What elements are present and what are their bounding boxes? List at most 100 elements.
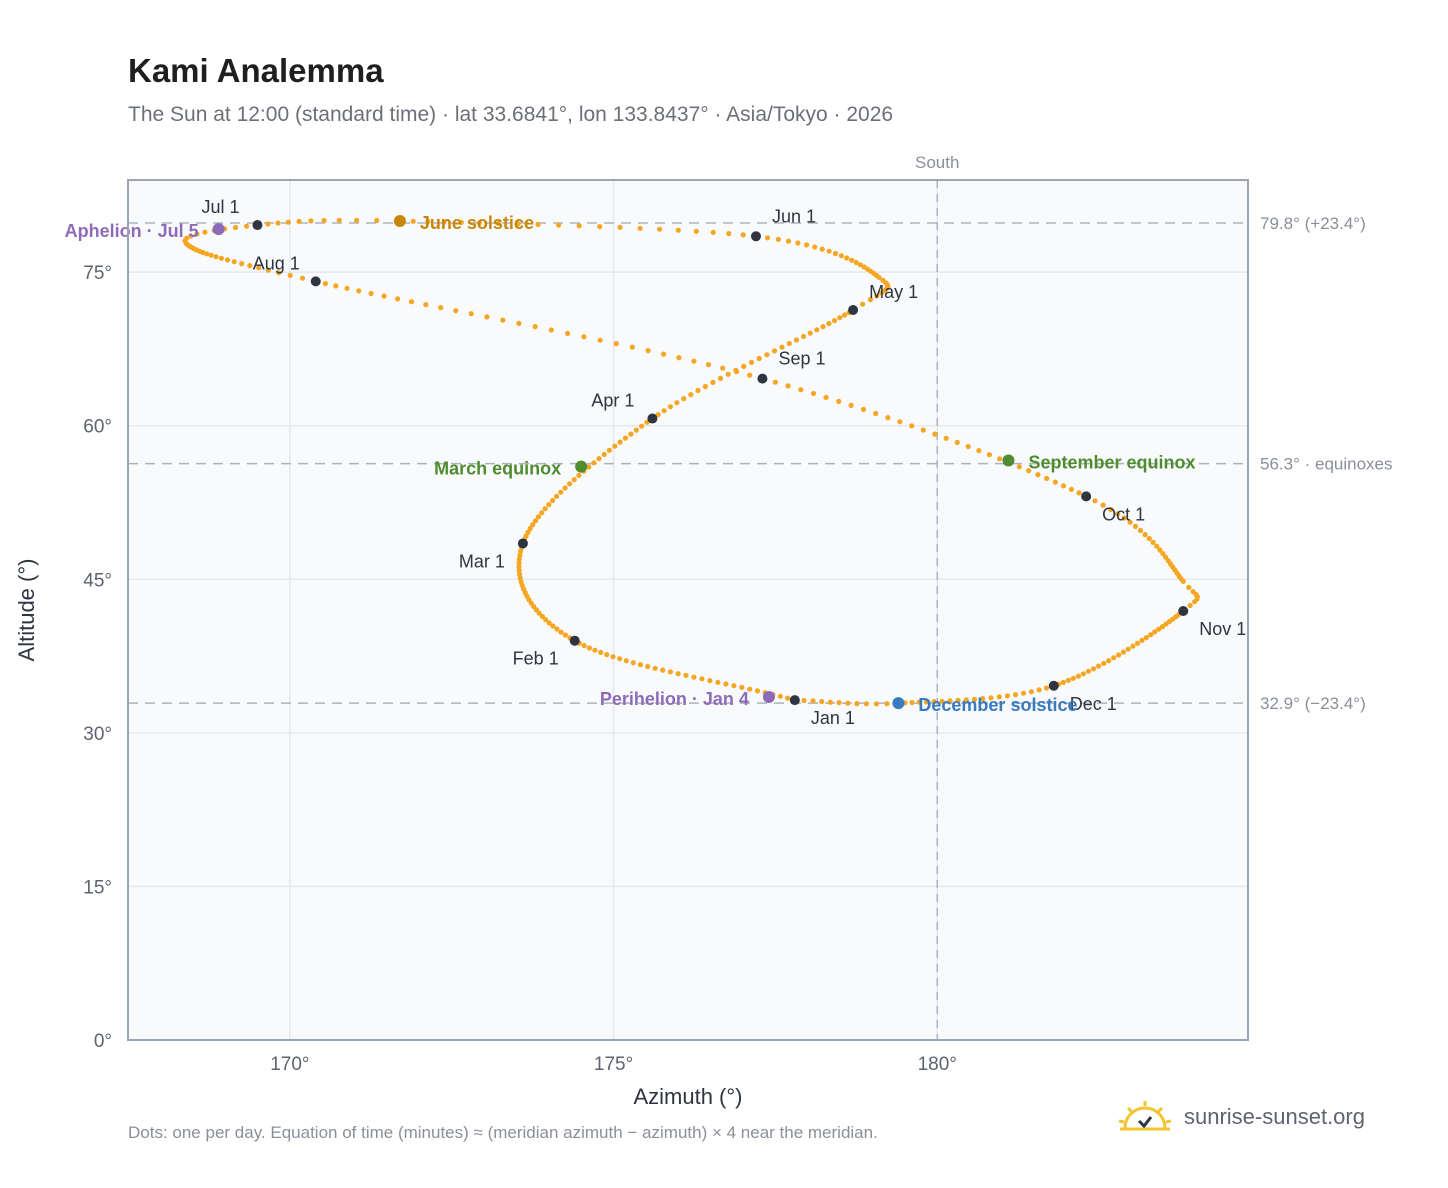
day-dot <box>517 571 523 578</box>
day-dot <box>515 221 521 227</box>
day-dot <box>612 443 618 449</box>
month-marker <box>310 276 321 287</box>
day-dot <box>232 224 239 231</box>
day-dot <box>676 355 682 361</box>
day-dot <box>596 456 602 462</box>
day-dot <box>932 431 938 437</box>
day-dot <box>299 275 306 281</box>
day-dot <box>1043 685 1050 691</box>
day-dot <box>836 398 842 404</box>
day-dot <box>1163 621 1169 627</box>
day-dot <box>1070 675 1076 681</box>
day-dot <box>239 261 245 267</box>
brand[interactable]: sunrise-sunset.org <box>1118 1100 1365 1134</box>
day-dot <box>786 340 792 347</box>
day-dot <box>854 701 860 707</box>
day-dot <box>558 489 564 495</box>
day-dot <box>947 698 953 704</box>
day-dot <box>764 352 770 358</box>
day-dot <box>637 662 644 668</box>
event-marker <box>762 691 775 704</box>
day-dot <box>674 400 680 406</box>
day-dot <box>819 246 825 252</box>
day-dot <box>681 396 687 402</box>
day-dot <box>971 696 978 702</box>
day-dot <box>1132 523 1139 530</box>
day-dot <box>592 647 598 653</box>
day-dot <box>1092 498 1098 504</box>
day-dot <box>785 695 791 701</box>
day-dot <box>810 390 817 397</box>
day-dot <box>924 699 930 705</box>
day-dot <box>591 460 597 466</box>
day-dot <box>532 518 539 524</box>
day-dot <box>831 318 838 324</box>
markers: Jan 1 Feb 1 Mar 1 Apr 1 May 1 Jun 1 Jul 1 Aug 1… <box>65 197 1247 728</box>
day-dot <box>518 548 524 554</box>
day-dot <box>408 299 415 305</box>
day-dot <box>827 699 833 705</box>
day-dot <box>997 456 1003 462</box>
footnote: Dots: one per day. Equation of time (min… <box>128 1123 878 1142</box>
day-dot <box>604 652 610 658</box>
reference-label: 56.3° · equinoxes <box>1260 455 1393 474</box>
y-tick-label: 45° <box>83 570 112 591</box>
event-label: June solstice <box>420 213 534 233</box>
month-marker <box>1081 491 1092 502</box>
y-tick-label: 0° <box>94 1031 112 1052</box>
day-dot <box>705 362 712 368</box>
day-dot <box>586 464 592 470</box>
day-dot <box>707 678 713 684</box>
day-dot <box>795 240 801 246</box>
day-dot <box>1142 532 1148 538</box>
day-dot <box>657 226 663 232</box>
day-dot <box>747 686 753 692</box>
day-dot <box>287 272 293 278</box>
brand-name[interactable]: sunrise-sunset.org <box>1184 1104 1365 1129</box>
day-dot <box>425 219 431 225</box>
y-tick-label: 30° <box>83 724 112 745</box>
day-dot <box>873 701 880 707</box>
day-dot <box>861 264 867 270</box>
month-label: Mar 1 <box>459 551 505 571</box>
day-dot <box>733 369 740 375</box>
day-dot <box>996 694 1002 700</box>
day-dot <box>218 255 224 261</box>
day-dot <box>613 341 619 347</box>
day-dot <box>517 552 523 558</box>
day-dot <box>598 649 604 656</box>
day-dot <box>333 283 339 289</box>
day-dot <box>628 431 634 437</box>
day-dot <box>468 311 474 317</box>
day-dot <box>1035 472 1041 478</box>
day-dot <box>785 238 792 244</box>
day-dot <box>548 327 554 333</box>
reference-label: 32.9° (−23.4°) <box>1260 694 1366 713</box>
reference-lines: South 79.8° (+23.4°) 56.3° · equinoxes 32.9… <box>128 153 1393 1040</box>
day-dot <box>1152 629 1158 635</box>
day-dot <box>965 443 971 450</box>
month-marker <box>569 635 580 646</box>
day-dot <box>546 620 552 626</box>
day-dot <box>1134 640 1141 646</box>
day-dot <box>576 472 582 478</box>
day-dot <box>1156 626 1162 632</box>
day-dot <box>848 402 854 408</box>
day-dot <box>484 314 490 320</box>
day-dot <box>1187 602 1193 609</box>
day-dot <box>586 645 593 651</box>
y-tick-label: 15° <box>83 877 112 898</box>
day-dot <box>836 700 842 706</box>
day-dot <box>441 219 447 225</box>
day-dot <box>202 229 208 235</box>
day-dot <box>754 688 761 694</box>
day-dot <box>1139 637 1145 644</box>
day-dot <box>188 233 194 239</box>
day-dot <box>1101 660 1107 667</box>
page-subtitle: The Sun at 12:00 (standard time) · lat 3… <box>128 103 894 126</box>
axes: 170° 175° 180° 0° 15° 30° 45° 60° 75° Azimuth (°)… <box>14 263 957 1109</box>
day-dot <box>516 320 522 326</box>
day-dot <box>955 697 961 704</box>
day-dot <box>710 379 716 385</box>
